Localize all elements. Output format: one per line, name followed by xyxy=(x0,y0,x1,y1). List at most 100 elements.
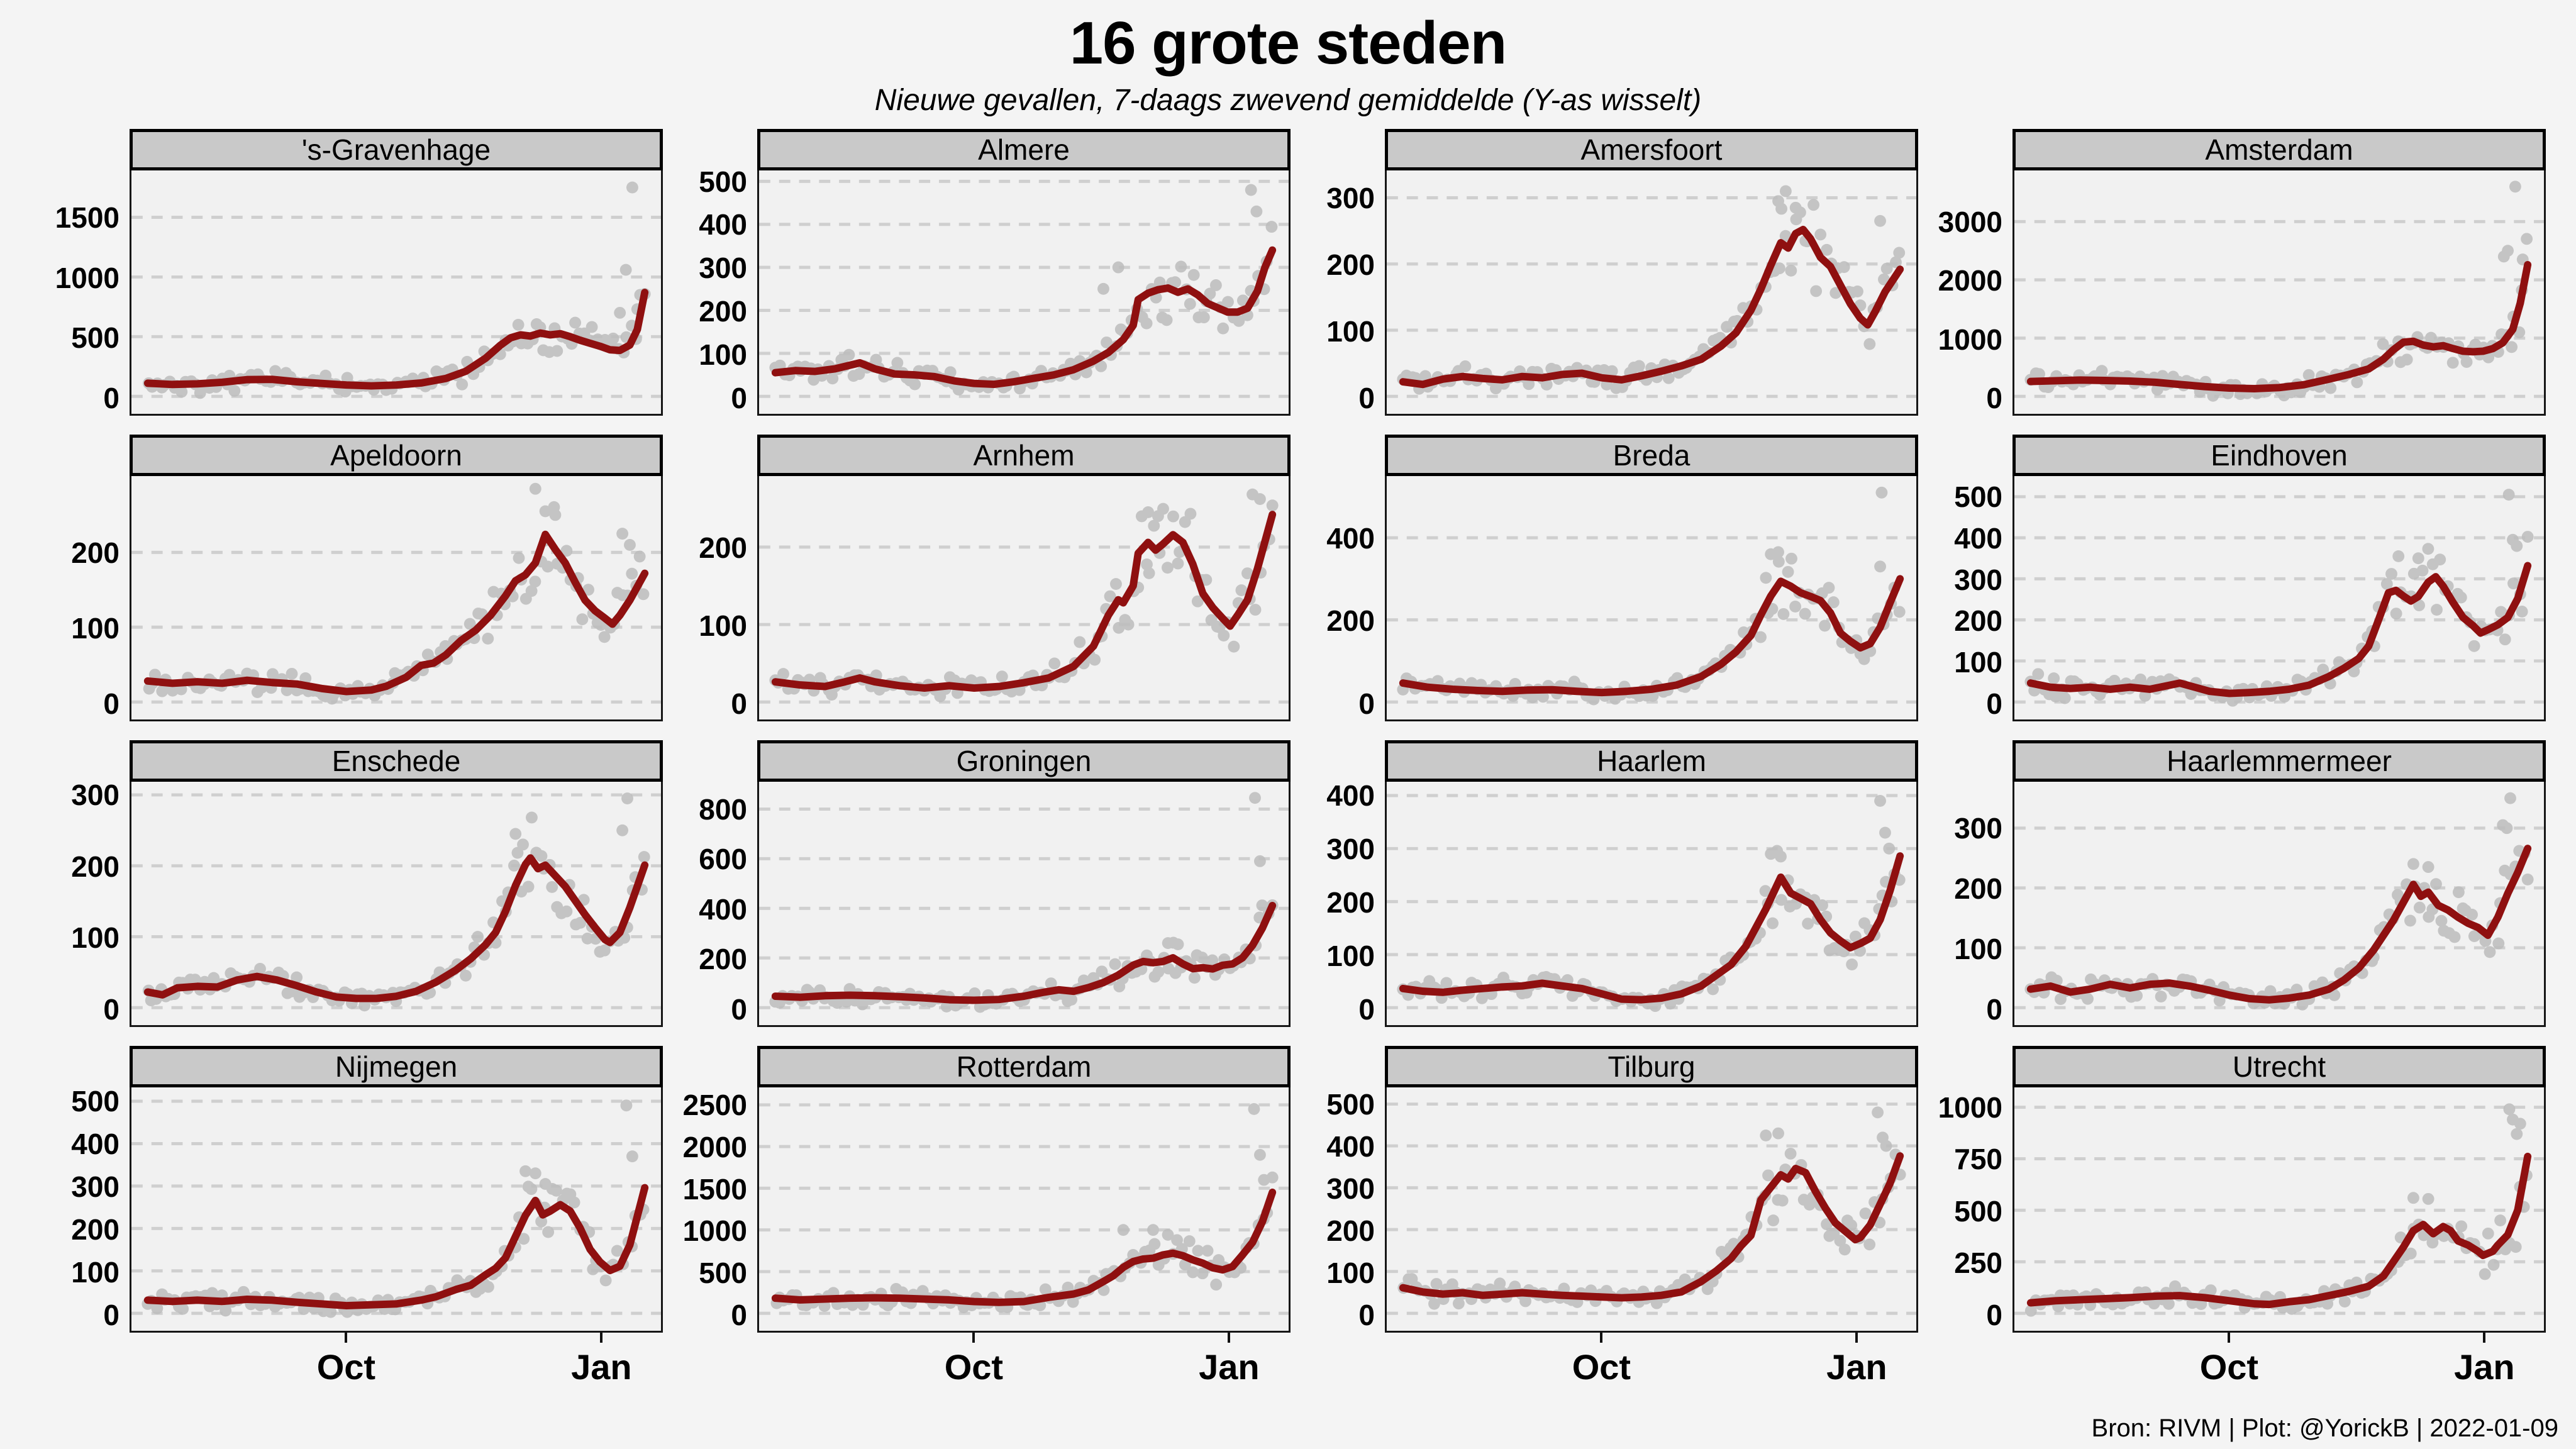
panel-title: Haarlemmermeer xyxy=(2167,745,2392,777)
y-axis-tick-label: 300 xyxy=(699,252,747,285)
x-axis-tick xyxy=(2483,1333,2486,1343)
y-axis: 0 100 200 xyxy=(35,476,130,721)
city-panel: Rotterdam 0 500 1000 1500 2000 2500 xyxy=(663,1046,1291,1333)
panel-plot xyxy=(757,476,1291,721)
panel-plot xyxy=(757,170,1291,416)
panel-strip: Eindhoven xyxy=(2012,435,2546,476)
y-axis-tick-label: 3000 xyxy=(1938,206,2002,238)
y-axis-tick-label: 100 xyxy=(1326,314,1375,348)
y-axis-tick-label: 0 xyxy=(1986,993,2002,1026)
daily-points xyxy=(770,1103,1279,1313)
y-axis: 0 100 200 300 400 500 xyxy=(663,165,757,416)
y-axis-tick-label: 200 xyxy=(1326,886,1375,919)
y-axis-tick-label: 500 xyxy=(71,1085,119,1118)
daily-points xyxy=(2024,489,2534,707)
panel-plot xyxy=(757,782,1291,1027)
city-panel: Amsterdam 0 1000 2000 3000 xyxy=(1918,129,2546,416)
panel-title: Almere xyxy=(978,133,1070,166)
y-axis-tick-label: 200 xyxy=(1954,872,2002,906)
y-axis-tick-label: 100 xyxy=(71,1256,119,1289)
y-axis: 0 100 200 300 xyxy=(35,779,130,1027)
y-axis-tick-label: 0 xyxy=(1358,382,1375,414)
panels-grid: 's-Gravenhage 0 500 1000 1500 Almere 0 100 200 30… xyxy=(35,129,2576,1333)
y-axis-tick-label: 1500 xyxy=(682,1172,747,1206)
x-axis-cell: Oct Jan xyxy=(35,1333,663,1402)
daily-points xyxy=(2024,180,2533,402)
moving-average-line xyxy=(1399,1152,1904,1302)
y-axis-tick-label: 200 xyxy=(1326,604,1375,638)
y-axis-tick-label: 0 xyxy=(731,687,747,720)
y-axis: 0 100 200 300 400 500 xyxy=(1291,1087,1385,1333)
city-panel: Breda 0 200 400 xyxy=(1291,435,1918,721)
y-axis-tick-label: 200 xyxy=(699,531,747,564)
y-axis-tick-label: 400 xyxy=(1326,521,1375,555)
panel-title: Apeldoorn xyxy=(330,439,462,472)
moving-average-line xyxy=(143,289,649,390)
panel-strip: Enschede xyxy=(130,740,663,782)
x-axis-tick xyxy=(2228,1333,2231,1343)
figure-title: 16 grote steden xyxy=(1069,9,1507,77)
panel-strip: 's-Gravenhage xyxy=(130,129,663,170)
panel-plot xyxy=(757,1087,1291,1333)
city-panel: Haarlemmermeer 0 100 200 300 xyxy=(1918,740,2546,1027)
panel-plot xyxy=(2012,1087,2546,1333)
x-axis-labels: Oct Jan Oct Jan Oct Jan Oct Jan xyxy=(35,1333,2576,1402)
moving-average-line xyxy=(2026,1152,2532,1309)
moving-average-line xyxy=(771,902,1277,1004)
panel-strip: Apeldoorn xyxy=(130,435,663,476)
y-axis-tick-label: 500 xyxy=(699,1257,747,1290)
panel-strip: Breda xyxy=(1385,435,1918,476)
moving-average-line xyxy=(771,1188,1277,1306)
x-axis-cell: Oct Jan xyxy=(1291,1333,1918,1402)
y-axis-tick-label: 2000 xyxy=(682,1130,747,1163)
city-panel: 's-Gravenhage 0 500 1000 1500 xyxy=(35,129,663,416)
y-axis-tick-label: 200 xyxy=(1954,604,2002,638)
panel-plot xyxy=(2012,170,2546,416)
daily-points xyxy=(769,792,1279,1013)
y-axis: 0 500 1000 1500 xyxy=(35,170,130,416)
panel-strip: Nijmegen xyxy=(130,1046,663,1087)
city-panel: Apeldoorn 0 100 200 xyxy=(35,435,663,721)
city-panel: Nijmegen 0 100 200 300 400 500 xyxy=(35,1046,663,1333)
y-axis-tick-label: 100 xyxy=(699,609,747,642)
y-axis: 0 100 200 300 400 500 xyxy=(35,1085,130,1333)
y-axis-tick-label: 0 xyxy=(1358,687,1375,720)
y-axis-tick-label: 300 xyxy=(1326,181,1375,214)
panel-strip: Arnhem xyxy=(757,435,1291,476)
y-axis-tick-label: 1000 xyxy=(1938,323,2002,356)
y-axis-tick-label: 600 xyxy=(699,843,747,876)
y-axis-tick-label: 2500 xyxy=(682,1089,747,1122)
moving-average-line xyxy=(2026,260,2532,392)
moving-average-line xyxy=(2026,845,2532,1004)
panel-strip: Rotterdam xyxy=(757,1046,1291,1087)
panel-plot xyxy=(130,170,663,416)
x-axis-tick-label: Oct xyxy=(944,1347,1004,1387)
y-axis-tick-label: 400 xyxy=(1954,521,2002,555)
daily-points xyxy=(1397,795,1906,1013)
panel-strip: Utrecht xyxy=(2012,1046,2546,1087)
y-axis-tick-label: 0 xyxy=(103,382,119,414)
panel-plot xyxy=(130,476,663,721)
panel-title: Eindhoven xyxy=(2211,439,2348,472)
y-axis-tick-label: 100 xyxy=(71,921,119,955)
y-axis-tick-label: 0 xyxy=(103,687,119,720)
daily-points xyxy=(143,181,651,399)
moving-average-line xyxy=(771,246,1277,389)
panel-title: Tilburg xyxy=(1607,1050,1696,1083)
panel-title: Arnhem xyxy=(973,439,1075,472)
y-axis-tick-label: 100 xyxy=(1326,940,1375,973)
y-axis-tick-label: 2000 xyxy=(1938,264,2002,297)
y-axis-tick-label: 0 xyxy=(731,993,747,1026)
y-axis-tick-label: 0 xyxy=(1986,687,2002,720)
y-axis-tick-label: 100 xyxy=(699,338,747,372)
panel-title: Rotterdam xyxy=(956,1050,1092,1083)
panel-plot xyxy=(2012,476,2546,721)
y-axis-tick-label: 500 xyxy=(1954,480,2002,514)
moving-average-line xyxy=(1399,575,1904,697)
panel-title: Haarlem xyxy=(1597,745,1706,777)
x-axis-tick xyxy=(1228,1333,1231,1343)
y-axis-tick-label: 400 xyxy=(699,892,747,926)
y-axis-tick-label: 200 xyxy=(71,850,119,883)
daily-points xyxy=(142,1099,650,1318)
city-panel: Enschede 0 100 200 300 xyxy=(35,740,663,1027)
